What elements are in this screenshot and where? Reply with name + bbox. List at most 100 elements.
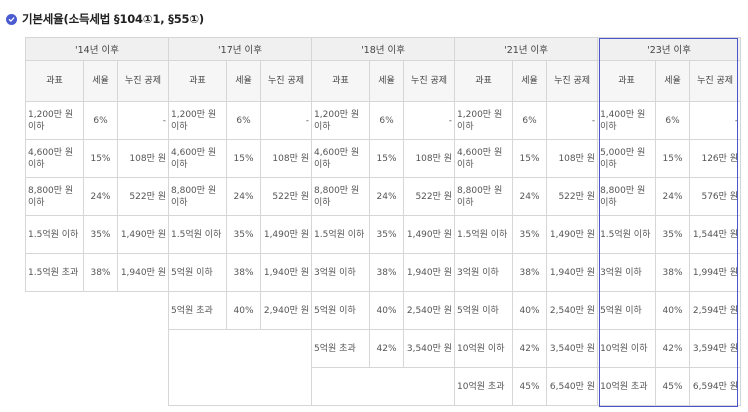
cell-ded: - [546,101,599,140]
cell-ded: 522만 원 [546,177,599,216]
period-header: '17년 이후 [168,37,313,61]
table-row: 5억원 초과 40% 2,940만 원 5억원 이하 40% 2,540만 원 5억원 이하… [26,291,742,330]
cell-rate: 6% [655,101,691,140]
column-header-base: 과표 [454,60,514,102]
cell-rate: 42% [369,329,405,368]
table-row: 5억원 초과 42% 3,540만 원 10억원 이하 42% 3,540만 원 10억원 … [26,329,742,406]
cell-rate: 24% [512,177,548,216]
cell-base: 3억원 이하 [597,253,657,292]
cell-base: 5,000만 원 이하 [597,139,657,178]
cell-rate: 35% [512,215,548,254]
cell-ded: - [116,101,170,140]
column-header-base: 과표 [25,60,84,102]
cell-base: 8,800만 원 이하 [168,177,228,216]
cell-ded: 1,994만 원 [689,253,742,292]
table-row: 8,800만 원 이하 24% 522만 원 8,800만 원 이하 24% 522만 원… [25,177,742,216]
empty-cell [26,292,169,406]
cell-ded: 2,540만 원 [546,291,599,330]
cell-base: 10억원 초과 [454,367,514,406]
table-row: 1,200만 원 이하 6% -1,200만 원 이하 6% -1,200만 원 이하 6… [25,101,742,140]
cell-base: 1,200만 원 이하 [25,101,84,140]
cell-ded: 1,544만 원 [689,215,742,254]
cell-ded: 108만 원 [403,139,456,178]
column-header-ded: 누진 공제 [403,60,456,102]
cell-ded: 2,540만 원 [403,291,456,330]
cell-rate: 6% [226,101,262,140]
cell-rate: 35% [226,215,262,254]
cell-base: 8,800만 원 이하 [597,177,657,216]
column-header-ded: 누진 공제 [116,60,170,102]
cell-ded: 2,940만 원 [260,291,313,330]
column-header-base: 과표 [311,60,371,102]
cell-rate: 38% [83,253,118,292]
table-row: 1.5억원 초과 38% 1,940만 원 5억원 이하 38% 1,940만 원 3억원 … [25,253,742,292]
period-header: '21년 이후 [454,37,599,61]
period-header: '18년 이후 [311,37,456,61]
cell-ded: 3,540만 원 [546,329,599,368]
cell-ded: 1,940만 원 [546,253,599,292]
column-header-base: 과표 [168,60,228,102]
cell-base: 1.5억원 이하 [454,215,514,254]
period-header-row: '14년 이후 '17년 이후 '18년 이후 '21년 이후 '23년 이후 [24,37,742,61]
cell-rate: 45% [512,367,548,406]
cell-base: 3억원 이하 [311,253,371,292]
cell-base: 8,800만 원 이하 [454,177,514,216]
cell-ded: 522만 원 [260,177,313,216]
cell-ded: 108만 원 [260,139,313,178]
cell-rate: 24% [655,177,691,216]
cell-ded: 1,490만 원 [546,215,599,254]
cell-rate: 24% [226,177,262,216]
cell-ded: 1,490만 원 [116,215,170,254]
cell-base: 1.5억원 이하 [25,215,84,254]
cell-rate: 35% [83,215,118,254]
cell-ded: - [403,101,456,140]
cell-rate: 45% [655,367,691,406]
cell-base: 1,200만 원 이하 [454,101,514,140]
cell-ded: 3,540만 원 [403,329,456,368]
cell-base: 4,600만 원 이하 [168,139,228,178]
cell-base: 10억원 이하 [454,329,514,368]
cell-ded: 1,490만 원 [260,215,313,254]
cell-ded: 1,940만 원 [116,253,170,292]
cell-rate: 15% [83,139,118,178]
cell-ded: 1,940만 원 [260,253,313,292]
cell-base: 10억원 초과 [597,367,657,406]
cell-base: 5억원 이하 [311,291,371,330]
cell-ded: 1,490만 원 [403,215,456,254]
cell-ded: 522만 원 [116,177,170,216]
table-row: 10억원 초과 45% 6,540만 원 10억원 초과 45% 6,594만 원 [26,367,742,406]
column-header-rate: 세율 [83,60,118,102]
cell-base: 4,600만 원 이하 [25,139,84,178]
tax-rate-table: '14년 이후 '17년 이후 '18년 이후 '21년 이후 '23년 이후 과표 세율… [24,37,742,406]
cell-rate: 40% [512,291,548,330]
cell-ded: 6,540만 원 [546,367,599,406]
cell-base: 5억원 이하 [168,253,228,292]
cell-rate: 38% [226,253,262,292]
cell-rate: 40% [369,291,405,330]
cell-ded: 108만 원 [116,139,170,178]
column-header-rate: 세율 [226,60,262,102]
cell-rate: 38% [369,253,405,292]
cell-rate: 35% [655,215,691,254]
cell-rate: 40% [655,291,691,330]
column-header-row: 과표 세율 누진 공제 과표 세율 누진 공제 과표 세율 누진 공제 과표 세율 누진 공제 과표 세율… [25,60,742,102]
cell-rate: 6% [83,101,118,140]
cell-ded: 576만 원 [689,177,742,216]
check-circle-icon [6,13,17,25]
period-header: '14년 이후 [24,37,170,61]
cell-ded: 522만 원 [403,177,456,216]
column-header-ded: 누진 공제 [546,60,599,102]
cell-rate: 15% [369,139,405,178]
column-header-base: 과표 [597,60,657,102]
table-row: 1.5억원 이하 35% 1,490만 원 1.5억원 이하 35% 1,490만 원 1.… [25,215,742,254]
empty-cell [311,367,456,406]
cell-ded: - [260,101,313,140]
cell-base: 5억원 이하 [597,291,657,330]
cell-ded: 126만 원 [689,139,742,178]
cell-base: 1,200만 원 이하 [311,101,371,140]
cell-base: 1.5억원 초과 [25,253,84,292]
column-header-rate: 세율 [512,60,548,102]
cell-base: 1.5억원 이하 [311,215,371,254]
period-header: '23년 이후 [597,37,742,61]
cell-base: 8,800만 원 이하 [25,177,84,216]
